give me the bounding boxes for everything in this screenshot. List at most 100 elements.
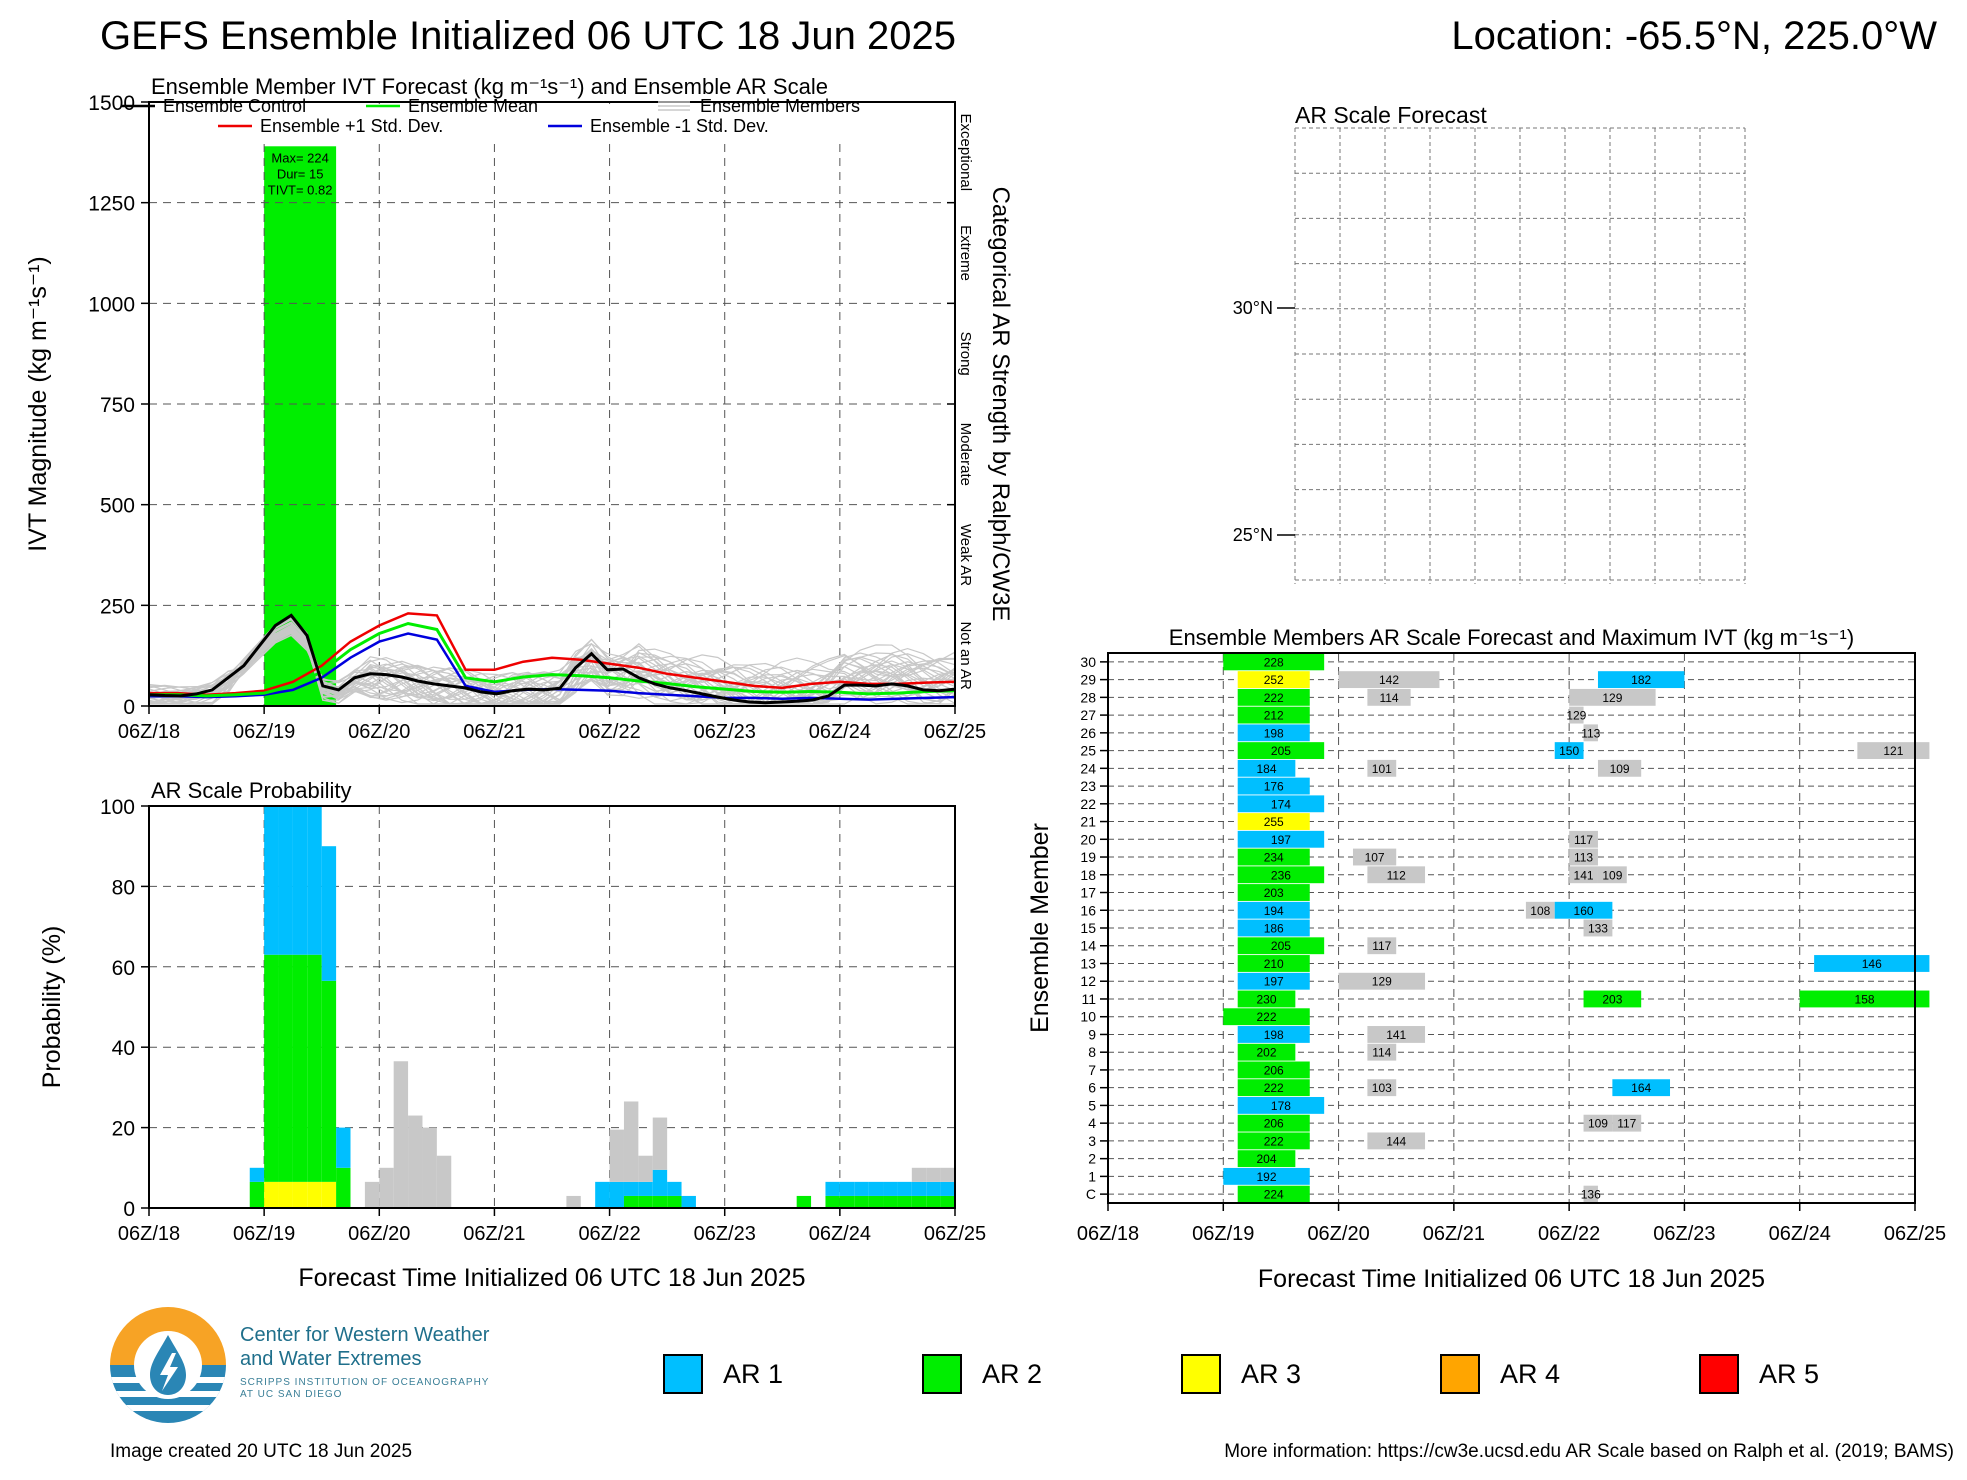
prob-bar-gray (926, 1167, 941, 1182)
members-event-max: 198 (1264, 726, 1284, 740)
ensemble-members-chart: C123456789101112131415161718192021222324… (1026, 625, 1946, 1293)
prob-bar-gray (940, 1167, 955, 1182)
members-event-bar (1237, 1079, 1310, 1097)
members-event-bar (1569, 848, 1598, 866)
ivt-xtick-label: 06Z/24 (809, 721, 871, 743)
ivt-member-line (148, 625, 956, 705)
members-event-max: 109 (1602, 868, 1622, 882)
members-event-bar (1237, 813, 1310, 830)
ivt-member-line (148, 626, 956, 705)
members-event-max: 186 (1264, 922, 1284, 936)
prob-bar-ar1 (249, 1167, 265, 1182)
prob-bar-ar1 (825, 1181, 840, 1196)
ivt-control-line (148, 613, 956, 705)
members-row-label: 26 (1080, 725, 1096, 741)
members-event-bar (1237, 972, 1310, 990)
org-name-line1: Center for Western Weather (240, 1324, 490, 1346)
members-event-max: 117 (1617, 1117, 1636, 1131)
prob-bar-ar1 (278, 806, 293, 955)
members-event-max: 184 (1257, 762, 1277, 776)
ivt-category-label: Extreme (957, 225, 974, 281)
members-event-bar (1367, 1132, 1426, 1150)
members-row-label: 15 (1080, 920, 1096, 936)
ivt-member-line (148, 628, 955, 705)
members-row-label: 3 (1088, 1133, 1096, 1149)
prob-bar-ar1 (292, 806, 308, 955)
ar-probability-chart: 0 20 40 60 80 100 06Z/18 06Z/19 06Z/20 06Z/21 06Z/… (38, 778, 986, 1292)
prob-bar-ar2 (321, 980, 337, 1182)
legend-ar5-swatch (1699, 1354, 1739, 1394)
members-row-label: 6 (1088, 1080, 1096, 1096)
members-event-bar (1569, 706, 1584, 724)
ivt-annotation-line: Dur= 15 (277, 166, 324, 181)
prob-bar-ar1 (868, 1181, 884, 1196)
prob-bar-ar2 (897, 1195, 912, 1208)
map-lat-label: 30°N (1233, 298, 1273, 318)
prob-bar-ar2 (292, 954, 308, 1182)
members-event-bar (1237, 1150, 1296, 1168)
prob-bar-ar2 (336, 1167, 351, 1208)
ivt-xtick-label: 06Z/23 (694, 721, 756, 743)
members-event-max: 222 (1264, 1081, 1284, 1095)
prob-bar-ar2 (940, 1195, 955, 1208)
prob-bar-gray (364, 1181, 380, 1208)
members-row-label: 12 (1080, 973, 1096, 989)
members-event-max: 144 (1386, 1134, 1406, 1148)
members-row-label: 18 (1080, 867, 1096, 883)
members-row-label: 29 (1080, 672, 1096, 688)
members-event-max: 224 (1264, 1188, 1284, 1202)
members-event-max: 228 (1264, 655, 1284, 669)
ivt-ar-event-block (264, 146, 337, 706)
members-event-max: 234 (1264, 851, 1284, 865)
prob-xtick-label: 06Z/18 (118, 1223, 180, 1245)
members-event-bar (1237, 1061, 1310, 1079)
prob-bar-ar3 (307, 1181, 322, 1208)
cw3e-org-text: Center for Western Weather and Water Ext… (240, 1323, 489, 1401)
members-row-label: 17 (1080, 885, 1096, 901)
ivt-legend-label: Ensemble Control (163, 96, 306, 116)
prob-bar-ar3 (292, 1181, 308, 1208)
ivt-xtick-label: 06Z/25 (924, 721, 986, 743)
prob-xtick-label: 06Z/23 (694, 1223, 756, 1245)
ivt-ylabel: IVT Magnitude (kg m⁻¹s⁻¹) (24, 256, 52, 551)
ivt-category-label: Exceptional (957, 114, 974, 192)
members-event-bar (1237, 866, 1325, 884)
prob-title: AR Scale Probability (151, 778, 352, 803)
members-event-bar (1569, 688, 1656, 706)
prob-bar-ar1 (839, 1181, 855, 1196)
members-event-max: 133 (1588, 922, 1608, 936)
page-title: GEFS Ensemble Initialized 06 UTC 18 Jun … (100, 14, 956, 58)
prob-ytick-label: 80 (112, 876, 135, 899)
members-xtick-label: 06Z/24 (1769, 1223, 1831, 1245)
prob-bar-ar2 (868, 1195, 884, 1208)
prob-bar-gray (623, 1101, 639, 1182)
members-event-max: 222 (1257, 1010, 1277, 1024)
members-event-bar (1612, 1079, 1671, 1097)
prob-ytick-label: 40 (112, 1037, 135, 1060)
members-row-label: 4 (1088, 1115, 1096, 1131)
prob-xtick-label: 06Z/22 (578, 1223, 640, 1245)
members-row-label: 20 (1080, 831, 1096, 847)
members-event-bar (1237, 795, 1325, 813)
prob-bar-ar1 (321, 846, 337, 981)
ivt-ytick-label: 1000 (88, 293, 135, 316)
members-event-bar (1597, 866, 1627, 884)
ivt-mean-line (149, 621, 956, 698)
prob-ytick-label: 60 (112, 957, 135, 980)
members-row-label: 1 (1088, 1168, 1096, 1184)
members-event-max: 158 (1855, 992, 1875, 1006)
members-event-max: 150 (1559, 744, 1579, 758)
members-xtick-label: 06Z/25 (1884, 1223, 1946, 1245)
members-event-max: 255 (1264, 815, 1284, 829)
prob-bar-ar1 (336, 1127, 351, 1168)
prob-bar-gray (609, 1129, 624, 1182)
ivt-category-label: Weak AR (957, 524, 974, 586)
members-event-max: 210 (1264, 957, 1284, 971)
members-row-label: 16 (1080, 902, 1096, 918)
members-event-max: 212 (1264, 709, 1284, 723)
members-row-label: 24 (1080, 760, 1096, 776)
members-event-bar (1223, 1167, 1310, 1185)
ivt-xtick-label: 06Z/18 (118, 721, 180, 743)
ivt-title: Ensemble Member IVT Forecast (kg m⁻¹s⁻¹)… (151, 74, 828, 99)
prob-bar-ar2 (278, 954, 293, 1182)
